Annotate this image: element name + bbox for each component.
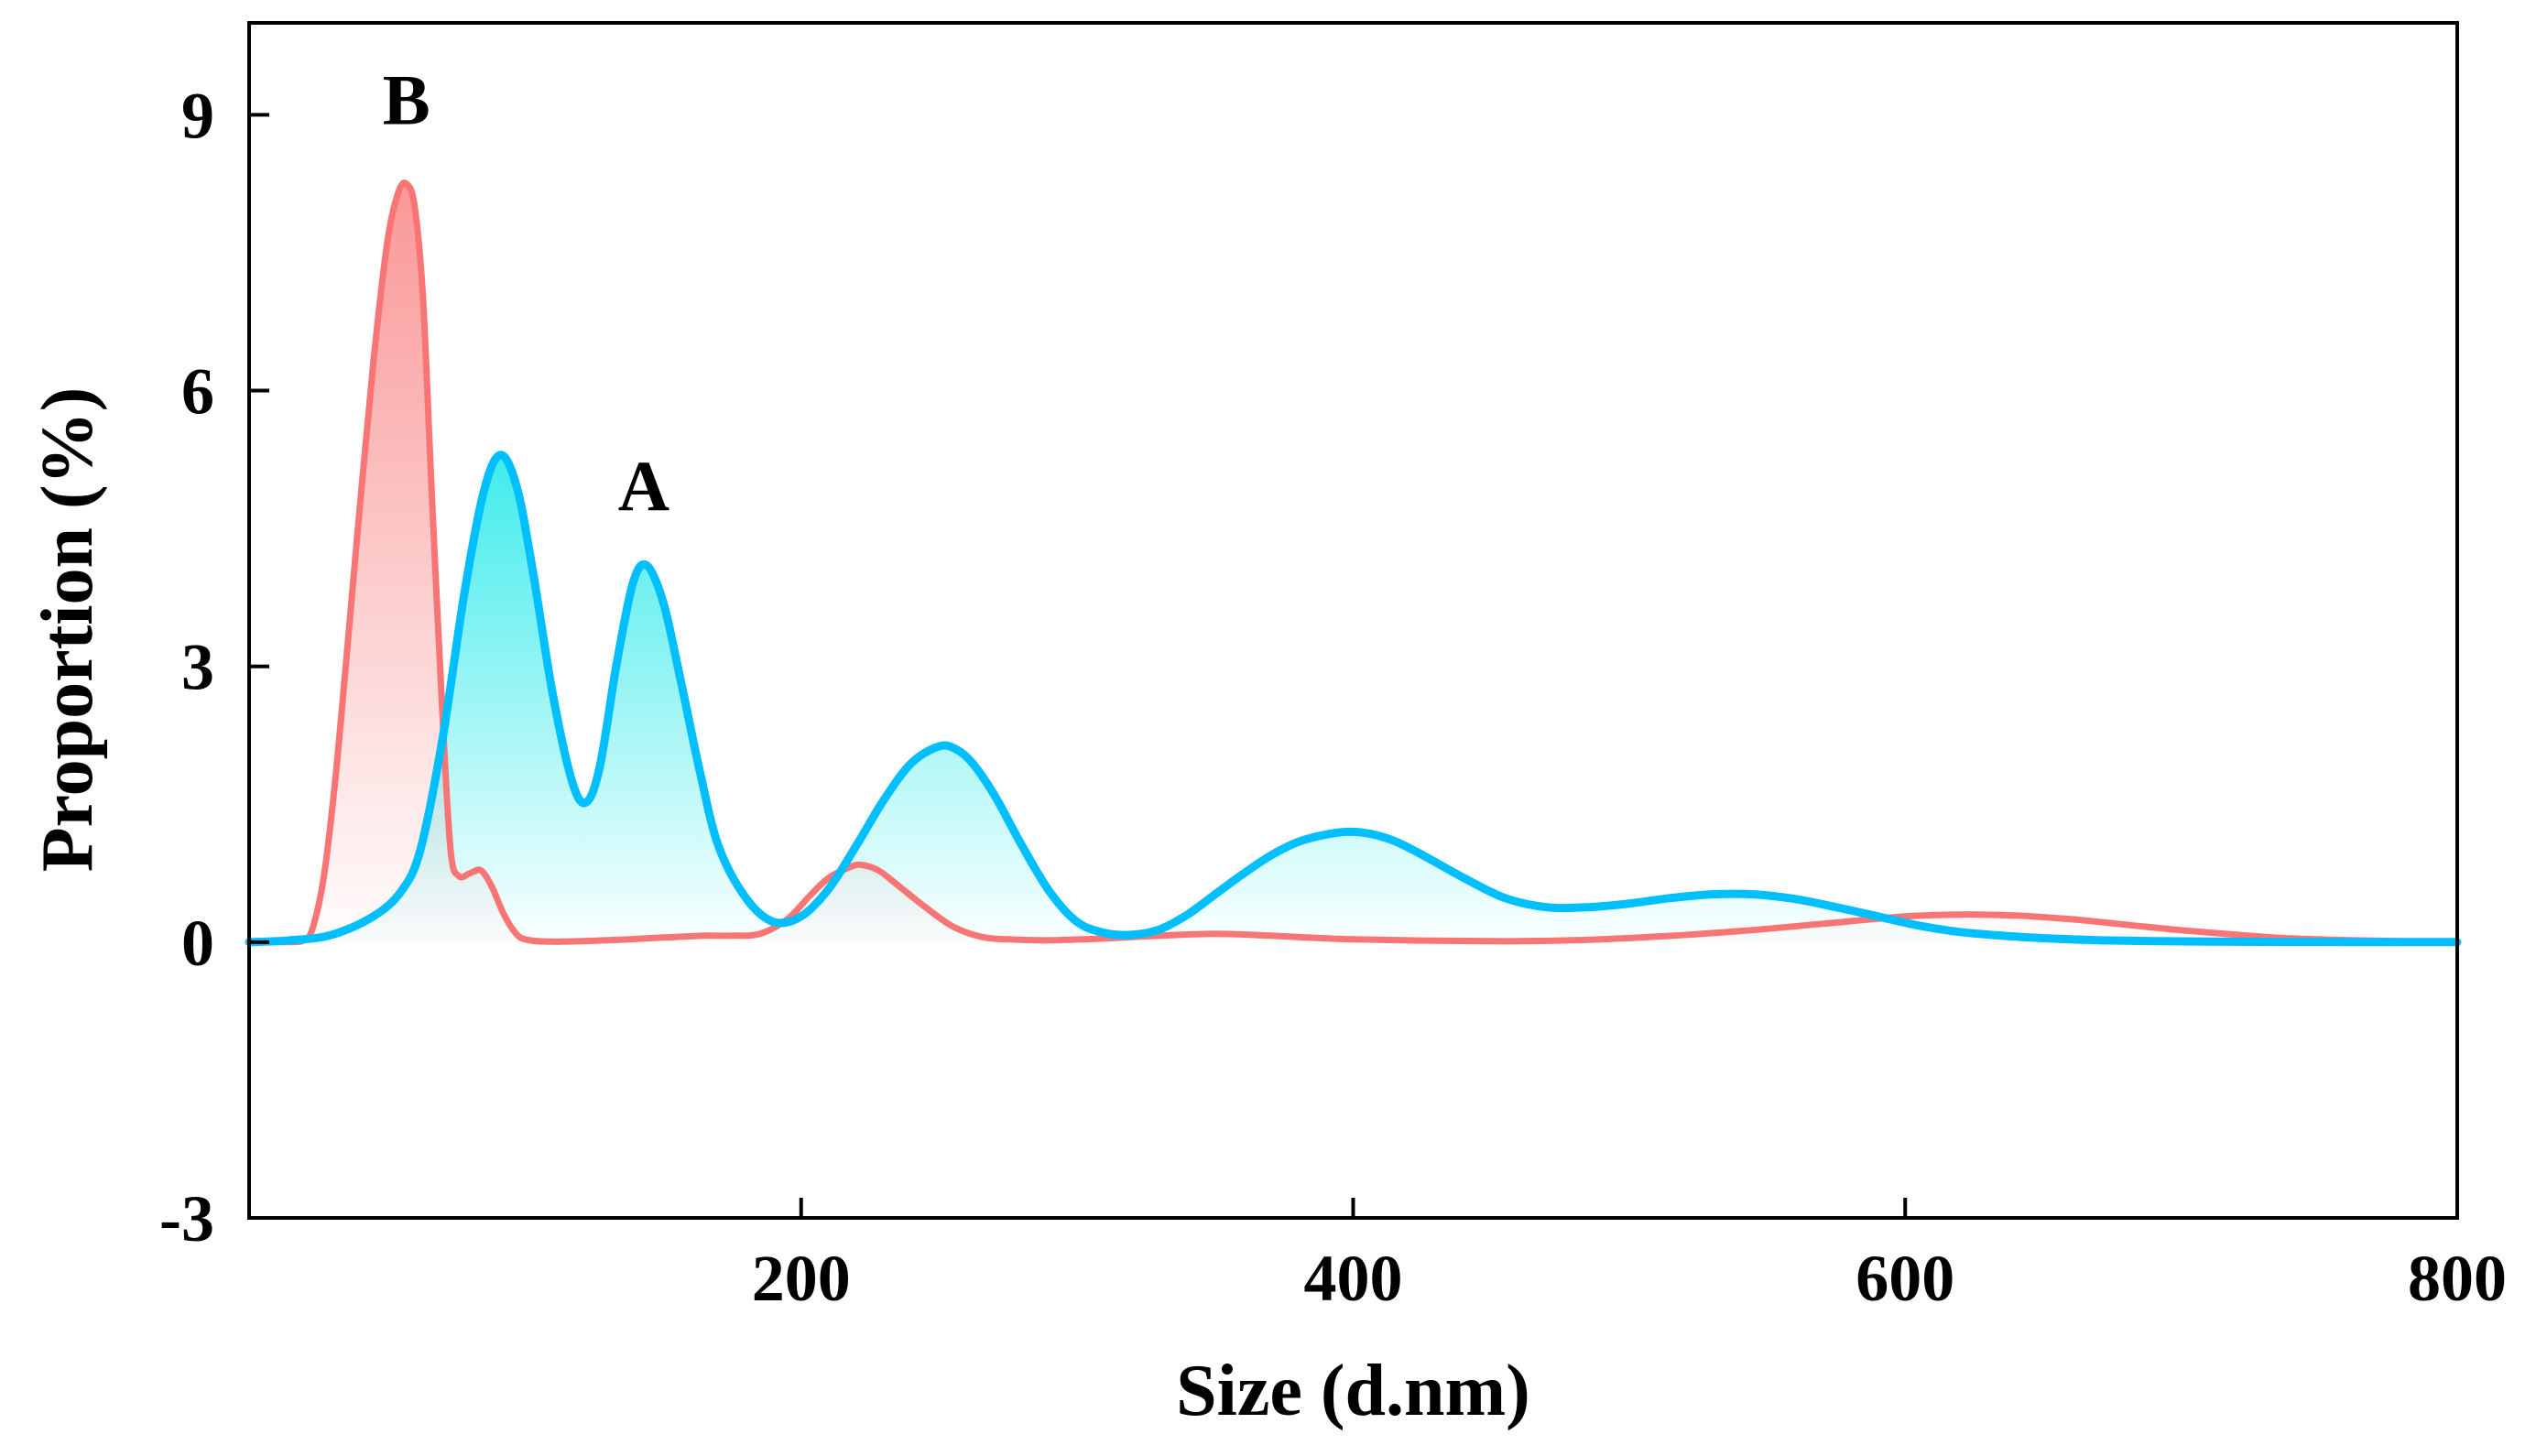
series-lines-layer [245,179,2462,947]
y-tick-label: 0 [181,907,214,980]
plot-frame [247,21,2459,1220]
x-tick-label: 800 [2408,1242,2507,1315]
y-tick-label: 9 [181,79,214,152]
labels-layer: -3 0 3 6 9 200 400 600 800 Size (d.nm) Proportion … [27,60,2507,1431]
series-b-line [245,179,2461,946]
peak-label-b: B [383,60,430,139]
series-a-line [245,451,2462,947]
x-tick-label: 600 [1856,1242,1954,1315]
y-tick-label: 6 [181,355,214,429]
y-axis-title: Proportion (%) [27,387,108,873]
peak-label-a: A [618,446,669,526]
x-tick-label: 400 [1304,1242,1403,1315]
y-tick-label: 3 [181,631,214,704]
axes-layer [247,21,2459,1220]
x-tick-label: 200 [752,1242,851,1315]
series-fills-layer [249,182,2457,942]
series-a-area [249,454,2457,942]
y-tick-label: -3 [159,1182,214,1255]
x-axis-title: Size (d.nm) [1176,1351,1530,1431]
